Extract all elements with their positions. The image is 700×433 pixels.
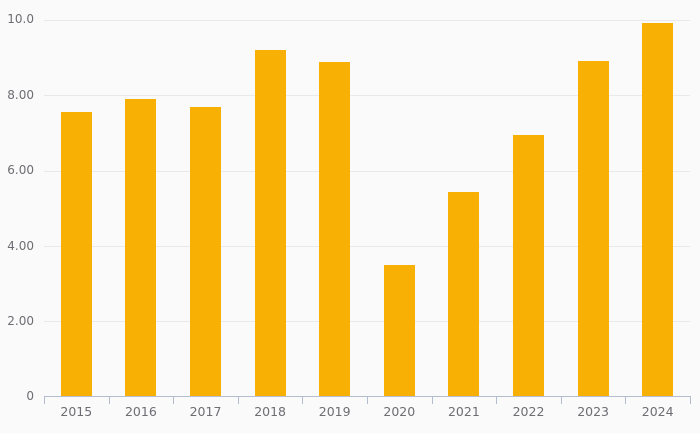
bar-2017[interactable] bbox=[190, 106, 221, 397]
x-axis-label: 2023 bbox=[577, 404, 609, 419]
x-axis-tick bbox=[561, 396, 562, 404]
y-axis-label: 0 bbox=[26, 389, 34, 404]
bar-2021[interactable] bbox=[448, 192, 480, 397]
x-axis-tick bbox=[173, 396, 174, 404]
x-axis-label: 2015 bbox=[60, 404, 93, 419]
x-axis-label: 2024 bbox=[641, 404, 674, 419]
bar-2018[interactable] bbox=[254, 49, 286, 397]
y-gridline-2 bbox=[44, 321, 690, 322]
bar-2023[interactable] bbox=[577, 60, 609, 397]
x-axis-label: 2021 bbox=[447, 404, 480, 419]
y-axis-label: 6.00 bbox=[7, 163, 34, 178]
x-axis-tick bbox=[44, 396, 45, 404]
x-axis-label: 2017 bbox=[189, 404, 222, 419]
x-axis-label: 2020 bbox=[383, 404, 416, 419]
bar-2015[interactable] bbox=[60, 112, 92, 397]
x-axis-label: 2022 bbox=[512, 404, 545, 419]
bar-2020[interactable] bbox=[383, 264, 415, 397]
x-axis-label: 2018 bbox=[254, 404, 286, 419]
y-gridline-6 bbox=[44, 171, 690, 172]
bar-2019[interactable] bbox=[319, 62, 351, 397]
x-axis-tick bbox=[690, 396, 691, 404]
y-axis-label: 4.00 bbox=[7, 238, 34, 253]
bar-2024[interactable] bbox=[642, 22, 674, 397]
x-axis-tick bbox=[496, 396, 497, 404]
y-gridline-8 bbox=[44, 95, 690, 96]
y-gridline-4 bbox=[44, 246, 690, 247]
y-axis-label: 10.0 bbox=[7, 12, 34, 27]
bar-2022[interactable] bbox=[513, 134, 544, 397]
y-axis-label: 2.00 bbox=[7, 313, 34, 328]
x-axis-tick bbox=[302, 396, 303, 404]
x-axis-tick bbox=[367, 396, 368, 404]
x-axis-tick bbox=[109, 396, 110, 404]
x-axis-label: 2019 bbox=[318, 404, 351, 419]
bar-2016[interactable] bbox=[125, 98, 157, 397]
x-axis-tick bbox=[238, 396, 239, 404]
x-axis-tick bbox=[625, 396, 626, 404]
y-axis-label: 8.00 bbox=[7, 87, 34, 102]
x-axis-tick bbox=[432, 396, 433, 404]
y-gridline-10 bbox=[44, 20, 690, 21]
x-axis-label: 2016 bbox=[124, 404, 157, 419]
